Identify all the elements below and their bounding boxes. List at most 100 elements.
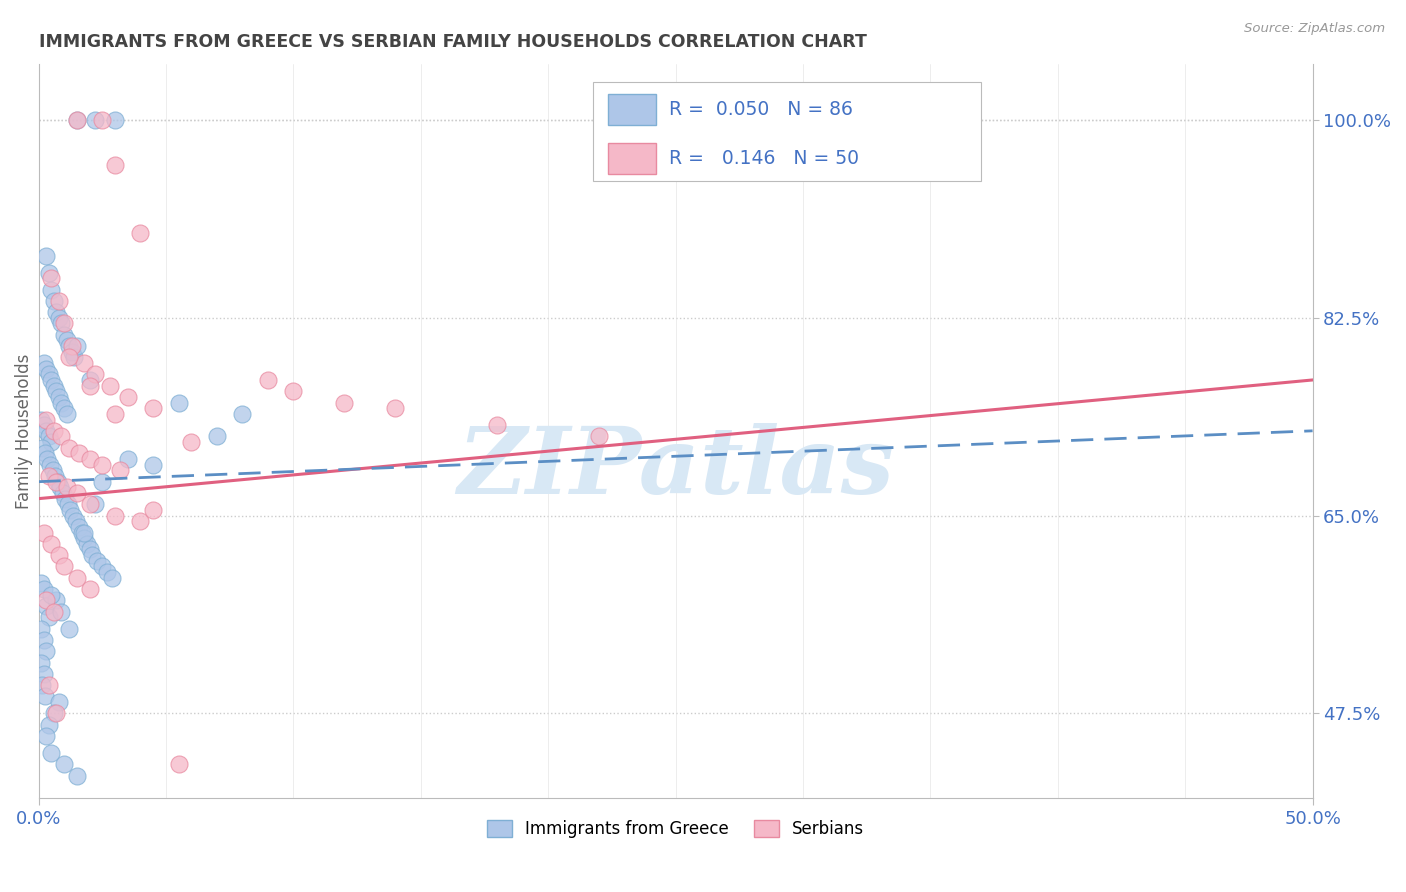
Point <box>39 458 62 472</box>
Point <box>53 559 76 574</box>
Point <box>91 559 114 574</box>
Point <box>48 695 70 709</box>
Point <box>67 520 90 534</box>
Point <box>257 373 280 387</box>
Point <box>66 768 89 782</box>
Point <box>108 463 131 477</box>
Point <box>73 525 96 540</box>
Point <box>31 678 53 692</box>
FancyBboxPatch shape <box>593 82 981 181</box>
Point <box>42 293 65 308</box>
Point <box>45 305 67 319</box>
Point <box>45 475 67 489</box>
Point <box>38 266 60 280</box>
Point <box>35 424 58 438</box>
Point <box>35 593 58 607</box>
Point <box>79 378 101 392</box>
Point <box>32 356 55 370</box>
Point <box>53 401 76 416</box>
Point <box>96 565 118 579</box>
Point <box>62 508 84 523</box>
Point <box>39 435 62 450</box>
Point <box>104 407 127 421</box>
Point <box>30 656 52 670</box>
Point <box>58 622 80 636</box>
Point <box>58 351 80 365</box>
Point <box>51 429 73 443</box>
Point <box>32 418 55 433</box>
Point <box>180 435 202 450</box>
Point <box>45 384 67 399</box>
Point <box>35 644 58 658</box>
Point <box>38 610 60 624</box>
Point <box>98 378 121 392</box>
Point <box>49 480 72 494</box>
Point <box>35 599 58 613</box>
Point <box>384 401 406 416</box>
Point <box>101 571 124 585</box>
Point <box>35 412 58 426</box>
Point <box>142 401 165 416</box>
Point <box>39 283 62 297</box>
Point <box>39 537 62 551</box>
Point <box>32 525 55 540</box>
Point <box>205 429 228 443</box>
Point <box>37 452 59 467</box>
Point <box>167 757 190 772</box>
Point <box>55 407 77 421</box>
Point <box>91 113 114 128</box>
Point <box>30 622 52 636</box>
Point <box>79 542 101 557</box>
Point <box>63 351 86 365</box>
Point <box>34 446 56 460</box>
FancyBboxPatch shape <box>607 144 657 174</box>
Point <box>39 588 62 602</box>
Point <box>30 576 52 591</box>
Point <box>38 678 60 692</box>
Point <box>53 317 76 331</box>
Text: IMMIGRANTS FROM GREECE VS SERBIAN FAMILY HOUSEHOLDS CORRELATION CHART: IMMIGRANTS FROM GREECE VS SERBIAN FAMILY… <box>38 33 866 51</box>
Point <box>167 395 190 409</box>
Point <box>142 503 165 517</box>
Text: R =  0.050   N = 86: R = 0.050 N = 86 <box>669 100 853 119</box>
Point <box>42 706 65 721</box>
Point <box>56 497 79 511</box>
Point <box>39 271 62 285</box>
Point <box>48 310 70 325</box>
Point <box>283 384 305 399</box>
Point <box>66 113 89 128</box>
Point <box>48 293 70 308</box>
Point <box>117 452 139 467</box>
Point <box>104 113 127 128</box>
Point <box>79 452 101 467</box>
Point <box>46 475 69 489</box>
FancyBboxPatch shape <box>607 94 657 125</box>
Text: Source: ZipAtlas.com: Source: ZipAtlas.com <box>1244 22 1385 36</box>
Point <box>55 334 77 348</box>
Point <box>70 525 93 540</box>
Point <box>91 458 114 472</box>
Point <box>66 486 89 500</box>
Point <box>42 424 65 438</box>
Point <box>83 113 105 128</box>
Point <box>42 378 65 392</box>
Point <box>48 548 70 562</box>
Point <box>38 717 60 731</box>
Point <box>73 356 96 370</box>
Point <box>53 327 76 342</box>
Point <box>35 361 58 376</box>
Point <box>66 113 89 128</box>
Point <box>30 412 52 426</box>
Point <box>38 469 60 483</box>
Point <box>55 480 77 494</box>
Point <box>39 373 62 387</box>
Point <box>53 757 76 772</box>
Point <box>91 475 114 489</box>
Point <box>48 390 70 404</box>
Point <box>32 666 55 681</box>
Point <box>66 339 89 353</box>
Point <box>65 514 87 528</box>
Point <box>39 746 62 760</box>
Point <box>588 429 610 443</box>
Point <box>67 446 90 460</box>
